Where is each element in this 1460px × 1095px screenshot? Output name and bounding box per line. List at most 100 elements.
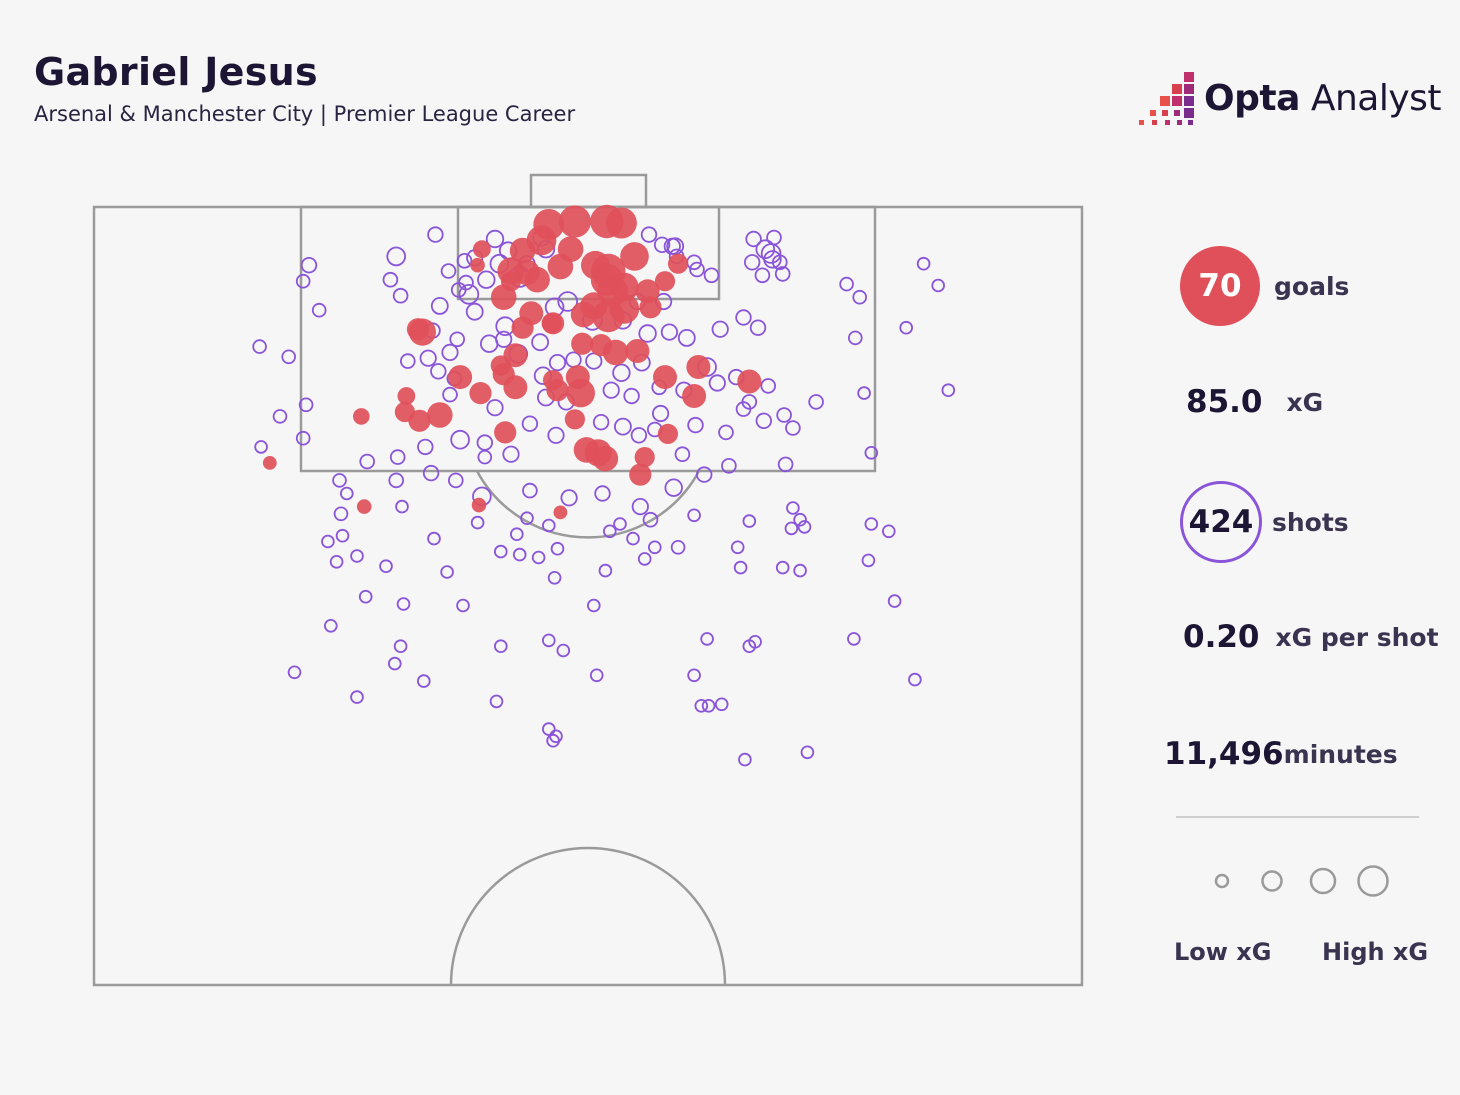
shot-point: [547, 426, 565, 444]
shot-point: [399, 353, 416, 369]
xg-label: xG: [1286, 387, 1324, 417]
goal-point: [509, 237, 536, 264]
shot-point: [447, 472, 464, 489]
shot-point: [630, 427, 648, 444]
goal-point: [592, 445, 619, 472]
shot-point: [295, 273, 311, 289]
shot-point: [560, 489, 578, 507]
goal-point: [654, 271, 676, 292]
shot-point: [522, 482, 538, 499]
shot-point: [785, 420, 801, 436]
xg-value: 85.0: [1186, 384, 1263, 420]
shot-point: [386, 246, 407, 267]
shot-point: [777, 456, 794, 473]
shot-point: [541, 633, 556, 648]
shot-point: [531, 333, 549, 352]
shot-point: [735, 309, 752, 326]
shot-point: [797, 520, 812, 534]
shot-point: [392, 287, 409, 304]
shot-point: [793, 563, 807, 578]
shot-point: [694, 698, 709, 713]
shot-point: [771, 254, 788, 271]
goals-label: goals: [1274, 271, 1350, 301]
page-subtitle: Arsenal & Manchester City | Premier Leag…: [34, 102, 576, 126]
shot-point: [714, 697, 729, 712]
shot-point: [775, 560, 790, 575]
shot-point: [440, 263, 457, 279]
shot-point: [642, 511, 659, 528]
shot-point: [442, 386, 458, 403]
shot-point: [485, 229, 505, 249]
shot-point: [631, 497, 649, 516]
shot-point: [547, 570, 562, 585]
shot-point: [281, 349, 297, 365]
goal-point: [657, 423, 679, 444]
legend-circle-xs: [1214, 873, 1230, 889]
shot-point: [744, 254, 761, 271]
shot-point: [350, 549, 364, 563]
shot-point: [733, 560, 748, 575]
shot-point: [637, 552, 652, 566]
shot-point: [379, 559, 393, 573]
shot-point: [465, 302, 484, 321]
shot-point: [687, 416, 704, 434]
shot-point: [887, 594, 902, 608]
xg-per-shot-value: 0.20: [1183, 619, 1260, 655]
shot-point: [857, 386, 871, 400]
shot-point: [396, 597, 411, 611]
shot-point: [339, 486, 354, 501]
shot-point: [350, 690, 364, 704]
shot-point: [295, 430, 311, 446]
shot-point: [550, 541, 565, 556]
goal-point: [473, 240, 491, 259]
opta-analyst-logo: Opta Analyst: [1138, 70, 1442, 130]
shot-point: [358, 589, 373, 604]
shot-point: [512, 547, 527, 562]
goal-point: [634, 447, 655, 468]
shot-point: [677, 328, 696, 347]
shot-point: [252, 339, 267, 354]
shot-point: [311, 302, 327, 318]
shot-point: [450, 429, 470, 450]
shot-point: [417, 438, 434, 456]
shot-point: [664, 478, 683, 497]
shot-point: [660, 323, 679, 341]
goal-point: [524, 266, 550, 293]
shot-point: [450, 282, 467, 298]
shot-point: [477, 449, 493, 465]
shot-point: [470, 515, 485, 530]
goal-point: [494, 421, 517, 444]
shot-point: [332, 473, 347, 488]
shot-point: [745, 230, 762, 248]
goal-point: [686, 355, 711, 379]
shot-point: [476, 434, 494, 451]
shot-point: [430, 296, 449, 315]
shot-point: [881, 524, 896, 539]
shot-point: [730, 540, 745, 555]
shot-point: [589, 668, 604, 683]
goal-point: [653, 365, 677, 390]
shot-point: [718, 424, 734, 441]
shot-point: [623, 387, 640, 405]
goal-point: [427, 402, 453, 428]
shot-point: [908, 672, 922, 687]
shot-point: [760, 243, 782, 264]
shot-point: [700, 632, 714, 646]
shot-point: [520, 511, 534, 525]
shot-point: [721, 457, 737, 474]
shot-point: [541, 722, 556, 736]
shot-point: [393, 639, 408, 653]
shot-point: [847, 330, 863, 346]
shot-point: [784, 521, 799, 536]
shot-point: [287, 665, 302, 680]
shot-point: [755, 239, 776, 260]
shot-point: [602, 381, 620, 399]
goal-point: [542, 312, 565, 335]
goal-point: [610, 272, 639, 302]
shot-point: [626, 531, 640, 546]
legend-circle-sm: [1261, 870, 1283, 892]
shot-point: [763, 250, 782, 269]
shot-point: [477, 270, 496, 289]
shot-point: [323, 618, 338, 633]
